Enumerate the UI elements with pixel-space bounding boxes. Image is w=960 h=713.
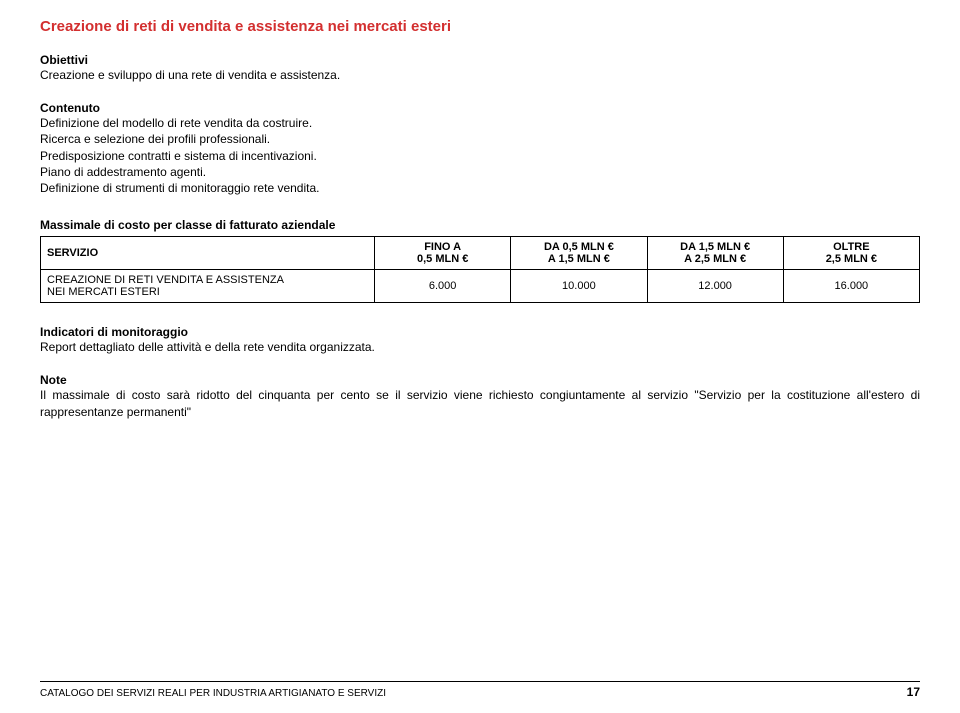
page-title: Creazione di reti di vendita e assistenz… <box>40 18 920 35</box>
th-col1: FINO A 0,5 MLN € <box>375 237 511 270</box>
content-block: Contenuto Definizione del modello di ret… <box>40 101 920 196</box>
objectives-block: Obiettivi Creazione e sviluppo di una re… <box>40 53 920 83</box>
page-footer: CATALOGO DEI SERVIZI REALI PER INDUSTRIA… <box>40 681 920 699</box>
th-col1-l2: 0,5 MLN € <box>417 253 468 265</box>
row-service-l1: CREAZIONE DI RETI VENDITA E ASSISTENZA <box>47 274 284 286</box>
content-line: Definizione di strumenti di monitoraggio… <box>40 180 920 196</box>
content-line: Piano di addestramento agenti. <box>40 164 920 180</box>
content-label: Contenuto <box>40 101 920 115</box>
th-col4-l2: 2,5 MLN € <box>826 253 877 265</box>
th-col3: DA 1,5 MLN € A 2,5 MLN € <box>647 237 783 270</box>
row-service-l2: NEI MERCATI ESTERI <box>47 286 160 298</box>
th-col2: DA 0,5 MLN € A 1,5 MLN € <box>511 237 647 270</box>
th-col3-l2: A 2,5 MLN € <box>684 253 746 265</box>
indicators-block: Indicatori di monitoraggio Report dettag… <box>40 325 920 355</box>
objectives-label: Obiettivi <box>40 53 920 67</box>
indicators-text: Report dettagliato delle attività e dell… <box>40 339 920 355</box>
row-v3: 12.000 <box>647 270 783 303</box>
content-line: Ricerca e selezione dei profili professi… <box>40 131 920 147</box>
content-line: Predisposizione contratti e sistema di i… <box>40 148 920 164</box>
cost-table: SERVIZIO FINO A 0,5 MLN € DA 0,5 MLN € A… <box>40 236 920 303</box>
th-col2-l1: DA 0,5 MLN € <box>544 241 614 253</box>
notes-label: Note <box>40 373 920 387</box>
th-col2-l2: A 1,5 MLN € <box>548 253 610 265</box>
table-row: CREAZIONE DI RETI VENDITA E ASSISTENZA N… <box>41 270 920 303</box>
th-col3-l1: DA 1,5 MLN € <box>680 241 750 253</box>
footer-text: CATALOGO DEI SERVIZI REALI PER INDUSTRIA… <box>40 688 386 699</box>
notes-block: Note Il massimale di costo sarà ridotto … <box>40 373 920 419</box>
indicators-label: Indicatori di monitoraggio <box>40 325 920 339</box>
row-v1: 6.000 <box>375 270 511 303</box>
th-col4-l1: OLTRE <box>833 241 869 253</box>
page-number: 17 <box>907 685 920 699</box>
notes-text: Il massimale di costo sarà ridotto del c… <box>40 387 920 419</box>
objectives-text: Creazione e sviluppo di una rete di vend… <box>40 67 920 83</box>
th-service: SERVIZIO <box>41 237 375 270</box>
th-col1-l1: FINO A <box>424 241 461 253</box>
row-v4: 16.000 <box>783 270 919 303</box>
th-col4: OLTRE 2,5 MLN € <box>783 237 919 270</box>
row-v2: 10.000 <box>511 270 647 303</box>
content-line: Definizione del modello di rete vendita … <box>40 115 920 131</box>
row-service: CREAZIONE DI RETI VENDITA E ASSISTENZA N… <box>41 270 375 303</box>
cost-table-heading: Massimale di costo per classe di fattura… <box>40 218 920 232</box>
